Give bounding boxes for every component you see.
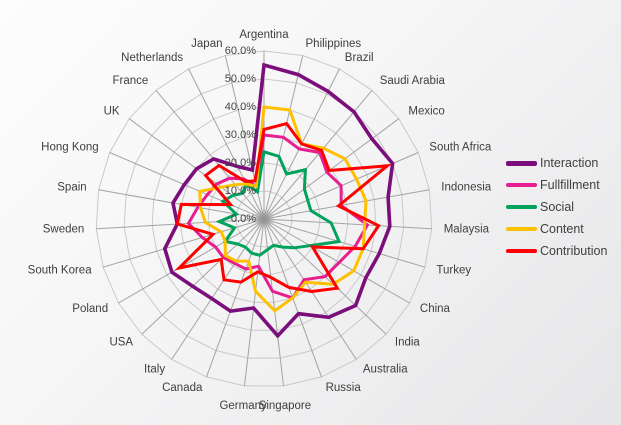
category-label-china: China xyxy=(420,303,451,315)
series-social xyxy=(215,149,342,257)
category-label-russia: Russia xyxy=(326,382,362,394)
legend-item-social[interactable]: Social xyxy=(506,196,607,218)
category-label-saudi-arabia: Saudi Arabia xyxy=(380,75,446,87)
category-label-mexico: Mexico xyxy=(408,106,444,118)
category-label-singapore: Singapore xyxy=(259,400,311,412)
legend-item-fullfillment[interactable]: Fullfillment xyxy=(506,174,607,196)
legend-swatch-social xyxy=(506,205,537,209)
category-label-japan: Japan xyxy=(191,38,222,50)
category-label-philippines: Philippines xyxy=(306,38,362,50)
category-labels: Argentina Philippines Brazil Saudi Arabia Me… xyxy=(28,29,492,412)
legend-swatch-interaction xyxy=(506,160,537,166)
legend-item-content[interactable]: Content xyxy=(506,218,607,240)
series-interaction xyxy=(162,62,395,339)
legend-label-content: Content xyxy=(540,222,584,236)
tick-label: 0.0% xyxy=(231,213,256,225)
category-label-poland: Poland xyxy=(72,303,108,315)
center-hub xyxy=(253,208,275,230)
category-label-malaysia: Malaysia xyxy=(444,224,490,236)
legend-swatch-contribution xyxy=(506,249,537,253)
category-label-south-africa: South Africa xyxy=(429,142,492,154)
category-label-spain: Spain xyxy=(57,182,86,194)
radar-series xyxy=(162,62,395,339)
tick-label: 40.0% xyxy=(225,101,256,113)
category-label-india: India xyxy=(395,337,421,349)
legend: Interaction Fullfillment Social Content … xyxy=(506,152,607,262)
axis-tick-labels: 0.0% 10.0% 20.0% 30.0% 40.0% 50.0% 60.0% xyxy=(225,45,256,225)
category-label-uk: UK xyxy=(104,106,120,118)
category-label-australia: Australia xyxy=(363,363,408,375)
legend-label-social: Social xyxy=(540,200,575,214)
legend-swatch-fullfillment xyxy=(506,183,537,187)
tick-label: 30.0% xyxy=(225,129,256,141)
radar-grid-rings xyxy=(95,50,433,387)
category-label-south-korea: South Korea xyxy=(28,265,93,277)
tick-label: 10.0% xyxy=(225,185,256,197)
series-contribution xyxy=(174,121,393,294)
legend-swatch-content xyxy=(506,227,537,231)
radar-grid-spokes xyxy=(96,51,432,386)
legend-label-fullfillment: Fullfillment xyxy=(540,178,600,192)
category-label-sweden: Sweden xyxy=(43,224,85,236)
legend-label-contribution: Contribution xyxy=(540,244,608,258)
category-label-argentina: Argentina xyxy=(239,29,289,41)
tick-label: 60.0% xyxy=(225,45,256,57)
category-label-netherlands: Netherlands xyxy=(121,52,183,64)
category-label-brazil: Brazil xyxy=(345,52,374,64)
legend-label-interaction: Interaction xyxy=(540,156,599,170)
tick-label: 50.0% xyxy=(225,73,256,85)
category-label-usa: USA xyxy=(109,337,133,349)
category-label-germany: Germany xyxy=(219,400,267,412)
category-label-hong-kong: Hong Kong xyxy=(41,142,99,154)
category-label-indonesia: Indonesia xyxy=(441,182,491,194)
category-label-italy: Italy xyxy=(144,363,165,375)
category-label-canada: Canada xyxy=(162,382,203,394)
legend-item-contribution[interactable]: Contribution xyxy=(506,240,607,262)
category-label-france: France xyxy=(113,75,149,87)
category-label-turkey: Turkey xyxy=(436,265,471,277)
legend-item-interaction[interactable]: Interaction xyxy=(506,152,607,174)
tick-label: 20.0% xyxy=(225,157,256,169)
